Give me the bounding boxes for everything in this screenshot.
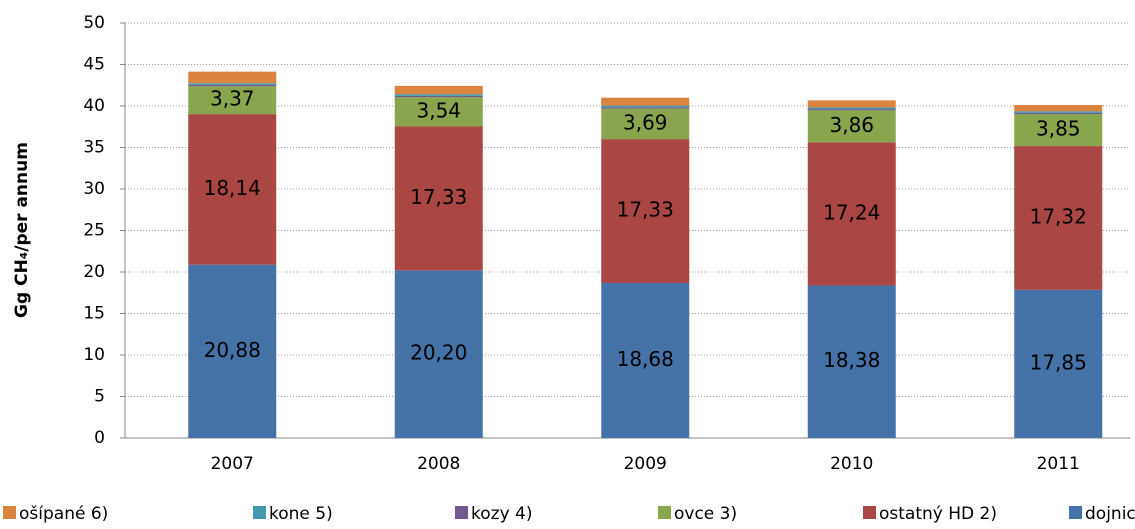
y-tick-label: 15: [83, 304, 105, 324]
y-tick-label: 50: [83, 13, 105, 33]
data-label: 20,88: [204, 338, 261, 362]
legend-label: kone 5): [269, 504, 333, 524]
data-label: 18,14: [204, 176, 261, 200]
bar-segment: [807, 107, 896, 110]
legend-swatch: [455, 506, 468, 519]
bar-segment: [394, 126, 483, 271]
legend-swatch: [863, 506, 876, 519]
data-label: 3,85: [1036, 117, 1081, 141]
y-tick-label: 5: [94, 387, 105, 407]
bar-segment: [1014, 105, 1103, 112]
bar-segment: [601, 139, 690, 283]
bar-segment: [394, 85, 483, 95]
bar-segment: [394, 270, 483, 438]
legend-label: dojnice 1): [1085, 504, 1135, 524]
x-tick-label: 2009: [624, 454, 667, 474]
x-tick-label: 2008: [417, 454, 460, 474]
y-tick-label: 45: [83, 55, 105, 75]
x-tick-label: 2011: [1037, 454, 1080, 474]
y-tick-label: 10: [83, 345, 105, 365]
legend-swatch: [658, 506, 671, 519]
bar-segment: [188, 264, 277, 438]
bar-segment: [601, 97, 690, 106]
x-tick-label: 2007: [211, 454, 254, 474]
data-label: 3,54: [416, 98, 461, 122]
bar-segment: [188, 71, 277, 84]
bar-segment: [1014, 289, 1103, 438]
data-label: 17,32: [1030, 204, 1087, 228]
bar-segment: [807, 142, 896, 286]
data-label: 17,33: [617, 198, 674, 222]
bar-segment: [188, 83, 277, 85]
data-label: 17,85: [1030, 350, 1087, 374]
y-tick-label: 0: [94, 428, 105, 448]
y-axis-label: Gg CH₄/per annum: [12, 142, 32, 318]
bar-segment: [188, 114, 277, 265]
x-tick-label: 2010: [830, 454, 873, 474]
data-label: 18,38: [823, 348, 880, 372]
bar-segment: [394, 94, 483, 96]
data-label: 18,68: [617, 347, 674, 371]
data-label: 17,24: [823, 200, 880, 224]
data-label: 3,69: [623, 110, 668, 134]
bar-segment: [394, 97, 483, 127]
y-tick-label: 20: [83, 262, 105, 282]
bar-segment: [188, 84, 277, 87]
data-label: 20,20: [410, 341, 467, 365]
bar-segment: [394, 95, 483, 98]
legend-swatch: [3, 506, 16, 519]
legend-swatch: [253, 506, 266, 519]
legend-swatch: [1069, 506, 1082, 519]
y-tick-label: 25: [83, 221, 105, 241]
y-tick-label: 30: [83, 179, 105, 199]
legend-label: ošípané 6): [19, 504, 108, 524]
bar-segment: [807, 100, 896, 108]
data-label: 3,86: [829, 113, 874, 137]
bar-segment: [1014, 111, 1103, 113]
bar-segment: [807, 110, 896, 143]
bar-segment: [601, 105, 690, 108]
legend-label: ovce 3): [674, 504, 737, 524]
y-tick-label: 40: [83, 96, 105, 116]
y-tick-label: 35: [83, 138, 105, 158]
bar-segment: [807, 285, 896, 438]
bar-segment: [1014, 114, 1103, 147]
data-label: 3,37: [210, 87, 255, 111]
bar-segment: [807, 109, 896, 111]
bar-segment: [1014, 112, 1103, 115]
data-label: 17,33: [410, 185, 467, 209]
bar-segment: [188, 86, 277, 115]
bar-segment: [1014, 146, 1103, 290]
bar-segment: [601, 107, 690, 109]
bar-segment: [601, 108, 690, 140]
bar-segment: [601, 282, 690, 438]
legend-label: kozy 4): [471, 504, 532, 524]
legend-label: ostatný HD 2): [879, 504, 997, 524]
